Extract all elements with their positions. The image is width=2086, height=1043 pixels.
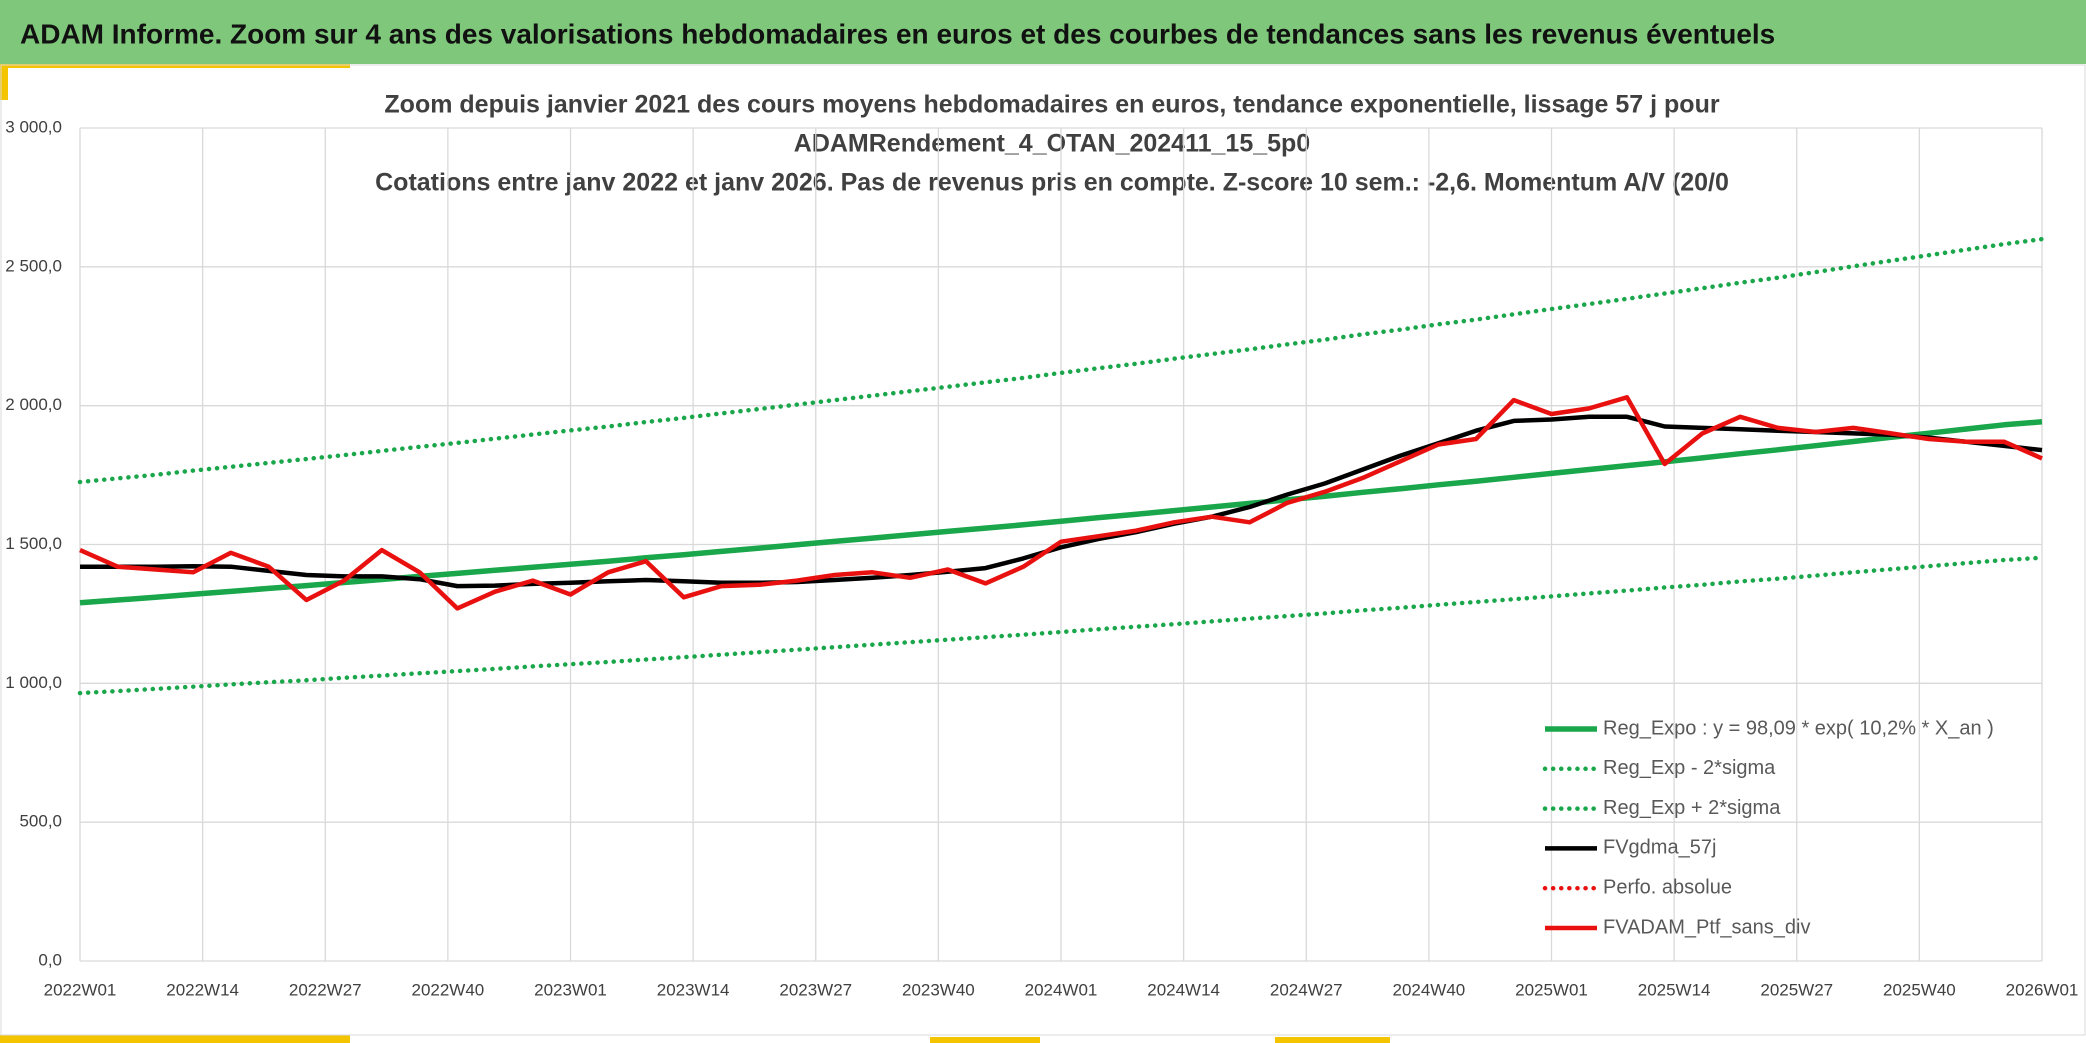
legend-label: Reg_Exp - 2*sigma: [1603, 757, 1776, 779]
x-tick-label: 2022W14: [166, 980, 239, 999]
y-tick-label: 0,0: [38, 950, 62, 969]
x-tick-label: 2024W27: [1270, 980, 1343, 999]
x-tick-label: 2024W40: [1392, 980, 1465, 999]
legend-label: FVgdma_57j: [1603, 837, 1716, 859]
header-bar: [0, 0, 2086, 64]
header-title: ADAM Informe. Zoom sur 4 ans des valoris…: [20, 18, 1775, 49]
chart-title: Cotations entre janv 2022 et janv 2026. …: [375, 169, 1729, 197]
accent: [0, 64, 350, 68]
legend-label: Reg_Exp + 2*sigma: [1603, 797, 1781, 819]
x-tick-label: 2023W01: [534, 980, 607, 999]
x-tick-label: 2024W01: [1025, 980, 1098, 999]
y-tick-label: 3 000,0: [5, 117, 62, 136]
x-tick-label: 2025W01: [1515, 980, 1588, 999]
legend-label: FVADAM_Ptf_sans_div: [1603, 916, 1811, 938]
accent: [930, 1037, 1040, 1043]
y-tick-label: 2 000,0: [5, 395, 62, 414]
chart-title: Zoom depuis janvier 2021 des cours moyen…: [384, 91, 1719, 119]
x-tick-label: 2023W40: [902, 980, 975, 999]
x-tick-label: 2024W14: [1147, 980, 1220, 999]
y-tick-label: 1 000,0: [5, 673, 62, 692]
x-tick-label: 2023W14: [657, 980, 730, 999]
x-tick-label: 2025W27: [1760, 980, 1833, 999]
x-tick-label: 2025W14: [1638, 980, 1711, 999]
accent: [0, 64, 8, 100]
x-tick-label: 2022W27: [289, 980, 362, 999]
x-tick-label: 2023W27: [779, 980, 852, 999]
x-tick-label: 2025W40: [1883, 980, 1956, 999]
x-tick-label: 2022W40: [411, 980, 484, 999]
series-line: [77, 236, 2045, 485]
legend-label: Perfo. absolue: [1603, 876, 1732, 898]
x-tick-label: 2026W01: [2006, 980, 2079, 999]
series-line: [79, 395, 2043, 611]
x-tick-label: 2022W01: [44, 980, 117, 999]
legend-label: Reg_Expo : y = 98,09 * exp( 10,2% * X_an…: [1603, 717, 1994, 739]
y-tick-label: 2 500,0: [5, 256, 62, 275]
chart-border: [0, 64, 2086, 1036]
chart-title: ADAMRendement_4_OTAN_202411_15_5p0: [794, 130, 1310, 158]
accent: [0, 1035, 350, 1043]
y-tick-label: 1 500,0: [5, 534, 62, 553]
y-tick-label: 500,0: [19, 812, 62, 831]
accent: [1275, 1037, 1390, 1043]
